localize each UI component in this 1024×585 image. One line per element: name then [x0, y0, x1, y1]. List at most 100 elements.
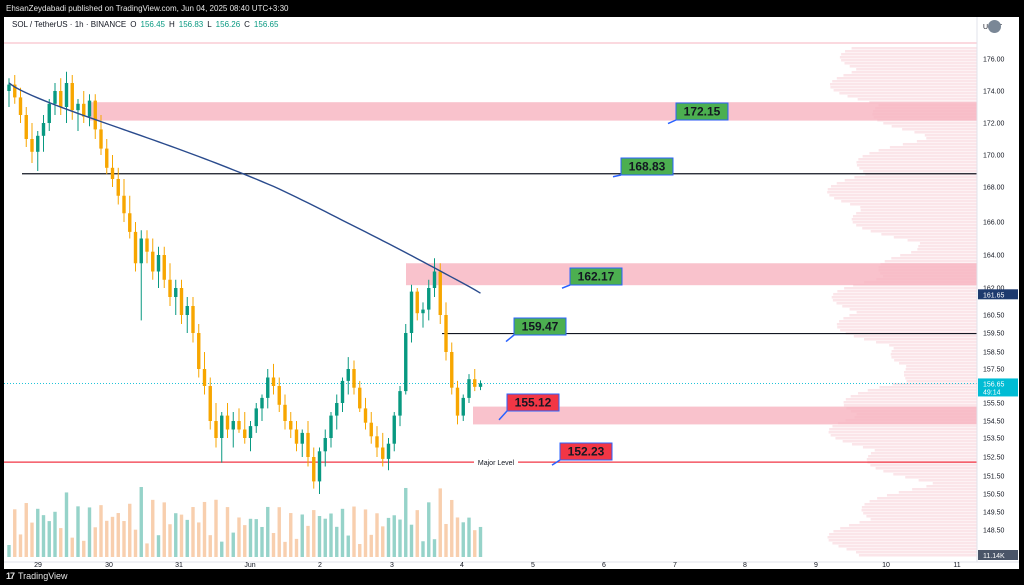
volume-profile-bar	[838, 545, 977, 548]
x-tick-label: 29	[34, 562, 42, 569]
candle-body	[24, 115, 28, 139]
sma-price-tag	[978, 289, 1018, 300]
candle-body	[162, 255, 166, 280]
volume-bar	[7, 545, 11, 557]
candle-body	[392, 415, 396, 444]
candle-body	[398, 391, 402, 416]
volume-profile-bar	[837, 326, 977, 329]
volume-profile-bar	[830, 83, 977, 86]
volume-profile-bar	[879, 386, 977, 389]
callout-pointer	[561, 284, 571, 289]
tradingview-logo-icon[interactable]: 17	[6, 571, 15, 581]
candle-body	[179, 288, 184, 315]
volume-profile-bar	[891, 350, 977, 353]
volume-bar	[105, 520, 109, 557]
volume-profile-bar	[864, 338, 977, 341]
volume-bar	[381, 526, 385, 557]
volume-profile-bar	[886, 494, 977, 497]
candle-body	[76, 103, 80, 111]
volume-profile-bar	[893, 236, 977, 239]
volume-profile-bar	[870, 518, 977, 521]
price-chart[interactable]: 172.15 168.83 162.17 159.47 155.12 152.23 Majo…	[4, 17, 1019, 569]
volume-bar	[409, 524, 414, 557]
volume-profile-bar	[844, 287, 977, 290]
volume-profile-bar	[905, 368, 977, 371]
y-tick-label: 148.50	[983, 528, 1005, 535]
volume-bar	[283, 541, 287, 557]
volume-bar	[174, 513, 178, 557]
candle-body	[352, 369, 356, 388]
x-tick-label: 8	[743, 562, 747, 569]
volume-bar	[260, 526, 264, 557]
callout-label: 152.23	[568, 445, 605, 459]
volume-bar	[346, 535, 350, 557]
y-tick-label: 154.50	[983, 419, 1005, 426]
volume-profile-bar	[858, 554, 977, 557]
candle-body	[329, 415, 333, 438]
volume-profile-bar	[845, 398, 977, 401]
y-tick-label: 170.00	[983, 153, 1005, 160]
volume-profile-bar	[889, 146, 977, 149]
volume-profile-bar	[861, 506, 977, 509]
candle-body	[421, 309, 425, 314]
volume-profile-bar	[850, 395, 977, 398]
candle-body	[444, 315, 448, 352]
volume-bar	[300, 514, 304, 557]
callout-pointer	[612, 174, 622, 178]
volume-profile-bar	[859, 521, 977, 524]
callout-box	[559, 442, 613, 461]
volume-profile-bar	[852, 215, 977, 218]
volume-bar	[162, 502, 166, 557]
volume-bar	[220, 541, 224, 557]
volume-profile-bar	[835, 437, 977, 440]
sma-price-tag-text: 161.65	[983, 292, 1005, 299]
candle-body	[409, 291, 414, 333]
volume-bar	[145, 543, 149, 557]
x-tick-label: 9	[814, 562, 818, 569]
author-avatar[interactable]	[988, 20, 1001, 33]
volume-profile-bar	[869, 500, 977, 503]
volume-bar	[335, 526, 339, 557]
symbol-name[interactable]: SOL / TetherUS · 1h · BINANCE	[12, 20, 127, 29]
candle-body	[82, 103, 86, 117]
tradingview-brand[interactable]: TradingView	[18, 571, 68, 581]
volume-bar	[375, 513, 379, 557]
volume-profile-bar	[902, 143, 977, 146]
volume-bar	[64, 492, 69, 557]
candle-body	[64, 83, 69, 107]
price-callout: 168.83	[612, 157, 674, 178]
x-tick-label: 31	[175, 562, 183, 569]
volume-profile-bar	[890, 353, 977, 356]
candle-body	[197, 333, 201, 369]
volume-profile-bar	[832, 425, 977, 428]
candle-body	[415, 291, 419, 314]
supply-demand-zone	[406, 263, 977, 286]
candle-body	[105, 148, 109, 168]
x-tick-label: 10	[882, 562, 890, 569]
volume-bar	[41, 515, 46, 557]
volume-profile-bar	[893, 473, 977, 476]
volume-bar	[128, 503, 132, 557]
candle-body	[438, 271, 442, 315]
candles	[7, 71, 483, 557]
volume-profile-bar	[839, 56, 977, 59]
candle-body	[289, 421, 293, 430]
volume-bar	[323, 518, 327, 557]
candle-body	[381, 447, 385, 459]
volume-profile-bar	[889, 344, 977, 347]
price-callout: 159.47	[505, 317, 567, 343]
volume-bar	[312, 510, 316, 557]
volume-bar	[455, 517, 460, 557]
volume-profile-bar	[905, 377, 977, 380]
candle-body	[70, 83, 74, 111]
volume-profile-bar	[839, 92, 977, 95]
price-callout: 155.12	[498, 393, 560, 421]
chart-panel[interactable]: 172.15 168.83 162.17 159.47 155.12 152.23 Majo…	[4, 17, 1019, 569]
volume-bar	[93, 527, 97, 557]
moving-average-line	[8, 82, 481, 294]
volume-profile-bar	[828, 431, 977, 434]
volume-profile-bar	[926, 485, 977, 488]
volume-profile-bar	[842, 440, 977, 443]
open-value: 156.45	[140, 20, 165, 29]
volume-profile-bar	[919, 242, 977, 245]
